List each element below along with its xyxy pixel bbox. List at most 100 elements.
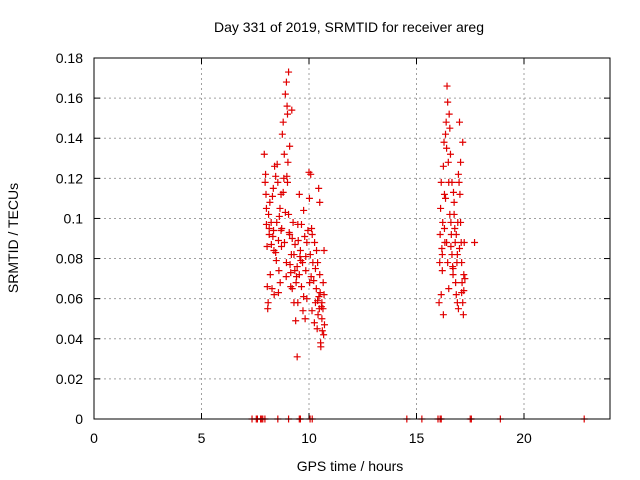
data-point — [265, 210, 273, 218]
data-point — [291, 267, 299, 275]
data-point — [296, 247, 304, 255]
data-point — [308, 230, 316, 238]
data-point — [443, 239, 451, 247]
data-point — [284, 110, 291, 118]
data-point — [452, 279, 460, 287]
data-point — [454, 170, 462, 178]
data-point — [320, 321, 328, 329]
data-point — [311, 265, 319, 273]
data-point — [295, 190, 303, 198]
data-point — [308, 224, 316, 232]
data-point — [288, 106, 296, 114]
data-point — [288, 235, 296, 242]
data-point — [288, 285, 296, 293]
data-point — [444, 158, 452, 166]
data-point — [314, 311, 322, 319]
data-point — [270, 226, 278, 234]
data-point — [440, 190, 448, 198]
data-point — [263, 243, 271, 251]
data-point — [262, 220, 270, 228]
data-point — [303, 239, 311, 247]
data-point — [438, 251, 446, 259]
data-point — [445, 285, 453, 293]
data-point — [307, 273, 315, 281]
data-point — [459, 138, 467, 146]
y-tick-label: 0.06 — [56, 291, 83, 307]
data-point — [295, 271, 303, 279]
data-point — [305, 194, 313, 202]
data-point — [458, 279, 466, 287]
data-point — [266, 198, 274, 206]
data-point — [294, 237, 302, 245]
data-point — [264, 305, 272, 313]
data-point — [471, 239, 479, 247]
data-point — [442, 194, 450, 202]
data-point — [448, 178, 456, 186]
data-point — [437, 178, 445, 186]
data-point — [262, 204, 270, 212]
data-point — [436, 230, 444, 238]
data-point — [267, 241, 275, 249]
data-point — [456, 245, 463, 253]
data-point — [447, 218, 455, 226]
data-point — [438, 245, 446, 253]
data-point — [286, 142, 294, 150]
data-point — [439, 311, 447, 319]
data-point — [280, 150, 288, 158]
y-tick-label: 0.18 — [56, 50, 83, 66]
data-point — [292, 279, 300, 287]
x-axis-label: GPS time / hours — [297, 458, 404, 474]
data-point — [269, 184, 277, 192]
data-point — [280, 239, 288, 247]
y-tick-label: 0.12 — [56, 170, 83, 186]
data-point — [299, 307, 307, 315]
data-point — [260, 150, 268, 158]
data-point — [308, 307, 316, 315]
data-point — [320, 331, 328, 339]
data-point — [453, 251, 461, 259]
data-point — [316, 289, 324, 297]
data-point — [313, 247, 321, 255]
data-point — [439, 218, 447, 226]
data-point — [460, 239, 468, 247]
x-tick-label: 5 — [198, 430, 206, 446]
data-point — [455, 178, 463, 186]
data-point — [273, 218, 281, 226]
data-point — [274, 178, 282, 186]
x-tick-label: 10 — [301, 430, 317, 446]
data-point — [297, 257, 305, 265]
data-point — [265, 224, 273, 232]
data-point — [318, 299, 326, 307]
data-point — [461, 275, 469, 283]
data-point — [443, 82, 451, 90]
data-point — [445, 110, 453, 118]
data-point — [438, 267, 446, 275]
data-point — [310, 319, 318, 327]
y-tick-label: 0.02 — [56, 371, 83, 387]
data-point — [456, 190, 464, 198]
data-point — [261, 178, 269, 186]
data-point — [444, 259, 452, 267]
data-point — [284, 158, 292, 166]
data-point — [312, 285, 320, 293]
chart-title: Day 331 of 2019, SRMTID for receiver are… — [214, 19, 484, 35]
data-point — [275, 267, 283, 275]
data-point — [286, 230, 294, 238]
data-point — [293, 263, 301, 271]
data-point — [457, 158, 465, 166]
data-point — [443, 144, 451, 152]
data-point — [459, 311, 467, 319]
y-tick-label: 0 — [75, 411, 83, 427]
data-point — [289, 218, 297, 226]
data-point — [451, 239, 459, 247]
data-point — [285, 68, 293, 76]
data-point — [444, 98, 452, 106]
data-point — [276, 279, 284, 287]
data-point — [442, 130, 450, 138]
data-point — [313, 325, 321, 333]
data-point — [453, 299, 461, 307]
data-point — [436, 259, 444, 267]
data-point — [284, 178, 291, 186]
data-point — [437, 291, 445, 299]
